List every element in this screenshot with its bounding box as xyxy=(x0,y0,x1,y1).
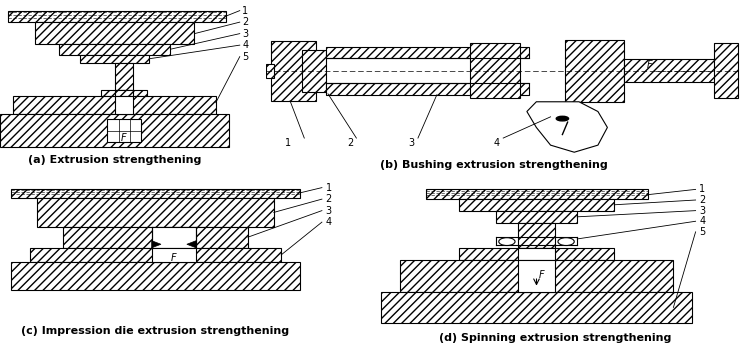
Text: (c) Impression die extrusion strengthening: (c) Impression die extrusion strengtheni… xyxy=(21,326,289,336)
Text: (b) Bushing extrusion strengthening: (b) Bushing extrusion strengthening xyxy=(380,160,608,170)
Text: 2: 2 xyxy=(326,194,332,204)
Text: 4: 4 xyxy=(243,40,249,50)
Text: 4: 4 xyxy=(326,217,332,227)
Polygon shape xyxy=(527,102,608,152)
Text: 3: 3 xyxy=(243,29,249,39)
Bar xyxy=(459,199,614,211)
Bar xyxy=(11,262,300,290)
Bar xyxy=(271,41,316,101)
Bar xyxy=(266,64,274,78)
Text: 4: 4 xyxy=(699,216,705,226)
Bar xyxy=(80,55,149,63)
Bar xyxy=(470,44,519,98)
Text: $F$: $F$ xyxy=(539,268,546,280)
Polygon shape xyxy=(186,241,196,248)
Bar xyxy=(302,50,326,92)
Bar xyxy=(326,83,529,95)
Bar xyxy=(518,223,555,248)
Bar xyxy=(35,22,195,44)
Bar xyxy=(624,59,719,82)
Bar xyxy=(101,90,147,97)
Text: 1: 1 xyxy=(326,183,332,193)
Text: 1: 1 xyxy=(243,6,249,16)
Bar xyxy=(518,260,555,292)
Text: 3: 3 xyxy=(699,206,705,216)
Text: 2: 2 xyxy=(347,138,353,148)
Text: 2: 2 xyxy=(243,17,249,27)
Bar xyxy=(115,63,133,90)
Bar xyxy=(496,211,577,223)
Bar xyxy=(58,44,170,55)
Bar xyxy=(152,227,196,248)
Text: 1: 1 xyxy=(286,138,292,148)
Bar xyxy=(13,97,216,114)
Bar xyxy=(107,120,141,143)
Text: 3: 3 xyxy=(408,138,414,148)
Text: (a) Extrusion strengthening: (a) Extrusion strengthening xyxy=(28,155,201,165)
Bar xyxy=(115,90,133,103)
Text: $F$: $F$ xyxy=(120,131,128,143)
Bar xyxy=(152,248,196,262)
Bar xyxy=(326,47,529,58)
Bar xyxy=(400,260,673,292)
Bar xyxy=(115,97,133,114)
Bar xyxy=(565,40,624,102)
Text: 2: 2 xyxy=(699,195,705,205)
Polygon shape xyxy=(152,241,161,248)
Text: 5: 5 xyxy=(243,52,249,62)
Text: 4: 4 xyxy=(494,138,500,148)
Text: $F$: $F$ xyxy=(646,58,654,70)
Circle shape xyxy=(558,238,574,246)
Bar xyxy=(37,198,274,227)
Bar xyxy=(30,248,281,262)
Text: 1: 1 xyxy=(699,184,705,194)
Bar xyxy=(63,227,248,248)
Text: (d) Spinning extrusion strengthening: (d) Spinning extrusion strengthening xyxy=(439,333,671,343)
Circle shape xyxy=(556,116,568,121)
Bar xyxy=(714,44,738,98)
Bar xyxy=(425,189,648,199)
Text: $F$: $F$ xyxy=(170,251,178,263)
Bar xyxy=(459,248,614,260)
Bar xyxy=(8,11,226,22)
Bar xyxy=(381,292,692,323)
Bar xyxy=(11,188,300,198)
Circle shape xyxy=(499,238,515,246)
Text: 3: 3 xyxy=(326,206,332,216)
Text: 5: 5 xyxy=(699,227,705,237)
Bar xyxy=(518,248,555,260)
Bar xyxy=(0,114,229,147)
